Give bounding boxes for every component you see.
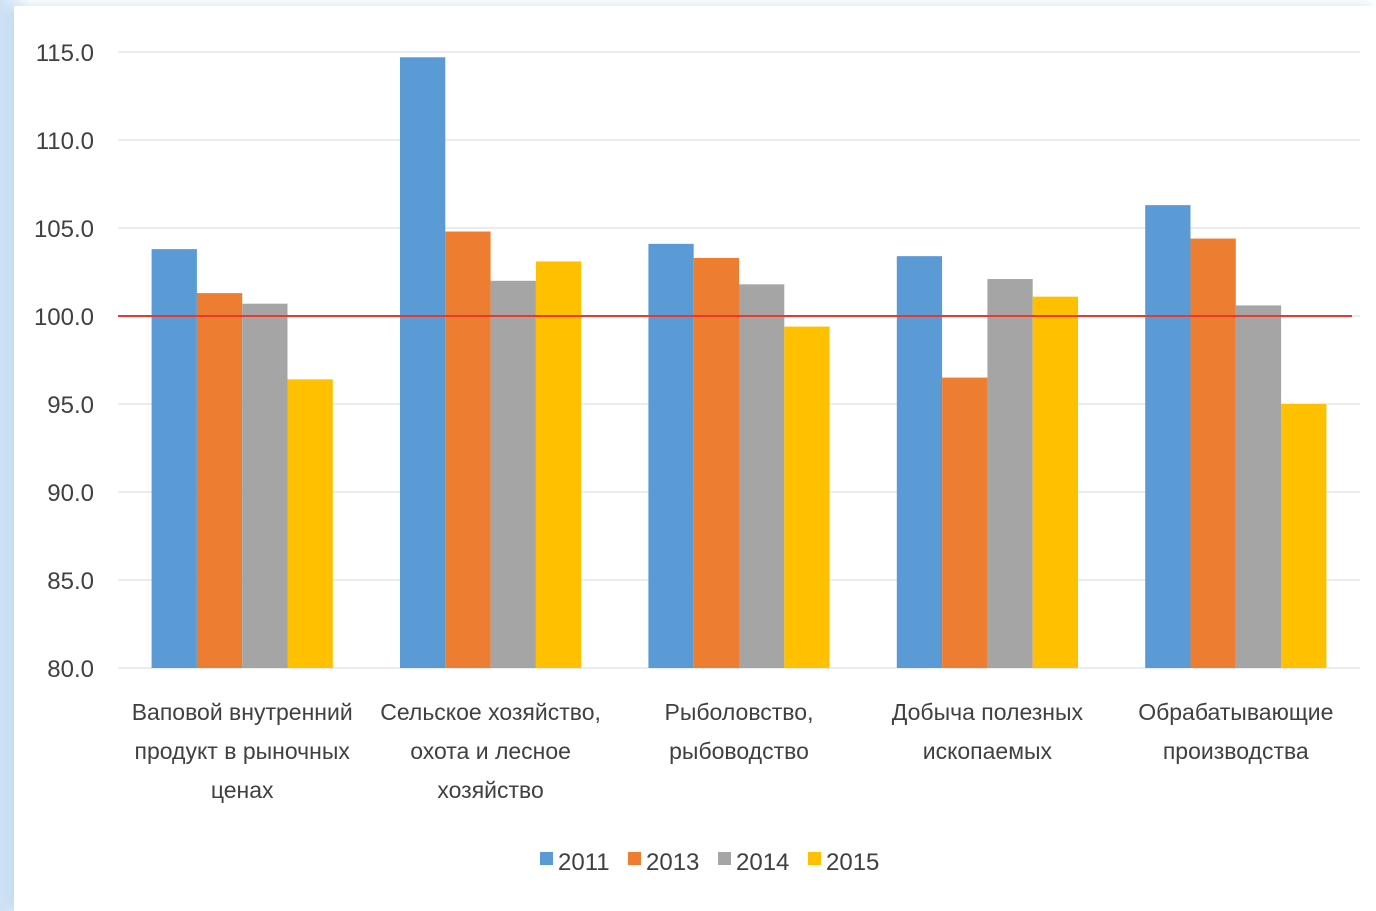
category-label: Добыча полезных [892, 699, 1084, 725]
legend-label-2014: 2014 [736, 849, 789, 876]
bar-2015-3 [784, 326, 830, 668]
legend-label-2015: 2015 [826, 849, 879, 876]
bar-2013-4 [942, 377, 988, 668]
category-label: Ваповой внутренний [132, 699, 353, 725]
category-label: ценах [211, 777, 274, 803]
category-label: Рыболовство, [665, 699, 814, 725]
y-tick-label: 100.0 [34, 304, 94, 331]
legend-swatch-2015 [808, 852, 821, 865]
bar-2013-1 [196, 293, 243, 668]
bar-2014-1 [242, 303, 288, 668]
legend-label-2013: 2013 [646, 849, 699, 876]
bar-2013-2 [445, 231, 491, 668]
bars [151, 57, 1327, 668]
bar-2013-3 [693, 257, 739, 668]
category-labels: Ваповой внутренний продукт в рыночных цена… [132, 699, 1334, 803]
bar-2011-4 [896, 256, 943, 668]
y-tick-label: 90.0 [47, 480, 94, 507]
bar-2014-4 [987, 279, 1033, 668]
category-label: производства [1163, 738, 1309, 764]
bar-2015-2 [535, 261, 582, 668]
legend-swatch-2013 [628, 852, 641, 865]
bar-2014-5 [1235, 305, 1282, 668]
category-label: хозяйство [437, 777, 543, 803]
category-label: Обрабатывающие [1138, 699, 1333, 725]
legend: 2011 2013 2014 2015 [540, 849, 879, 876]
bar-2015-1 [287, 379, 333, 668]
category-label: продукт в рыночных [135, 738, 351, 764]
category-label: рыбоводство [669, 738, 809, 764]
bar-2011-2 [400, 57, 446, 668]
bar-2014-2 [490, 280, 536, 668]
bar-2014-3 [739, 284, 785, 668]
y-tick-label: 115.0 [36, 40, 94, 67]
category-label: охота и лесное [410, 738, 571, 764]
legend-label-2011: 2011 [558, 849, 610, 876]
bar-2011-3 [648, 243, 694, 668]
bar-2013-5 [1190, 238, 1236, 668]
legend-swatch-2011 [540, 852, 553, 865]
y-tick-label: 95.0 [47, 392, 94, 419]
category-label: Сельское хозяйство, [380, 699, 601, 725]
category-label: ископаемых [923, 738, 1053, 764]
bar-2015-5 [1281, 404, 1327, 668]
legend-swatch-2014 [718, 852, 731, 865]
bar-2015-4 [1032, 296, 1078, 668]
y-tick-label: 110.0 [36, 128, 94, 155]
y-tick-label: 105.0 [34, 216, 94, 243]
y-tick-label: 80.0 [47, 656, 94, 683]
bar-2011-5 [1145, 205, 1191, 668]
bar-2011-1 [151, 249, 197, 668]
y-axis-ticks: 80.0 85.0 90.0 95.0 100.0 105.0 110.0 115.0 [34, 40, 94, 683]
y-tick-label: 85.0 [47, 568, 94, 595]
